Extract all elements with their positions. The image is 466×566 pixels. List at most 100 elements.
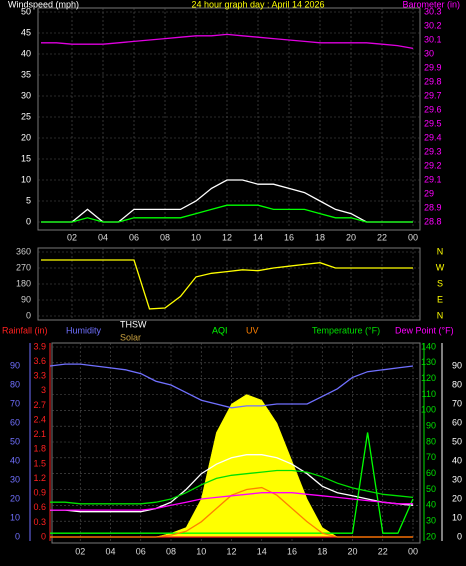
axis-label: Windspeed (mph)	[8, 0, 79, 9]
x-tick-label: 08	[166, 546, 176, 556]
y-tick-label: 28.9	[424, 202, 442, 212]
x-tick-label: 10	[196, 546, 206, 556]
y-tick-label: 20	[452, 493, 462, 503]
y-tick-label: 80	[426, 436, 436, 446]
series-line	[41, 259, 413, 310]
y-tick-label: 50	[426, 484, 436, 494]
series-line	[50, 492, 413, 511]
x-tick-label: 18	[317, 546, 327, 556]
legend-label: THSW	[120, 319, 147, 329]
y-tick-label: 60	[426, 468, 436, 478]
y-tick-label: 90	[10, 360, 20, 370]
x-tick-label: 12	[222, 232, 232, 242]
y-tick-label: 20	[21, 132, 31, 142]
y-tick-label: 0.3	[33, 517, 46, 527]
y-tick-label: 50	[10, 436, 20, 446]
x-tick-label: 16	[287, 546, 297, 556]
y-tick-label: N	[437, 246, 444, 256]
y-tick-label: 15	[21, 153, 31, 163]
y-tick-label: 3	[41, 385, 46, 395]
y-tick-label: 60	[452, 417, 462, 427]
y-tick-label: N	[437, 310, 444, 320]
x-tick-label: 02	[75, 546, 85, 556]
y-tick-label: 30.3	[424, 6, 442, 16]
y-tick-label: 3.6	[33, 356, 46, 366]
y-tick-label: E	[437, 294, 443, 304]
y-tick-label: 0	[41, 531, 46, 541]
y-tick-label: 29.1	[424, 174, 442, 184]
legend-label: Solar	[120, 332, 141, 342]
y-tick-label: 10	[10, 512, 20, 522]
series-line	[50, 469, 414, 505]
y-tick-label: 70	[10, 398, 20, 408]
y-tick-label: 40	[21, 48, 31, 58]
y-tick-label: 0.6	[33, 502, 46, 512]
y-tick-label: 20	[10, 493, 20, 503]
x-tick-label: 10	[191, 232, 201, 242]
y-tick-label: 1.8	[33, 444, 46, 454]
series-line	[49, 363, 414, 409]
y-tick-label: 90	[21, 294, 31, 304]
y-tick-label: 90	[452, 360, 462, 370]
series-line	[41, 204, 413, 223]
y-tick-label: 29.3	[424, 146, 442, 156]
x-tick-label: 16	[284, 232, 294, 242]
x-tick-label: 06	[136, 546, 146, 556]
y-tick-label: 80	[452, 379, 462, 389]
legend-label: AQI	[212, 325, 228, 335]
y-tick-label: 1.5	[33, 458, 46, 468]
y-tick-label: S	[437, 278, 443, 288]
y-tick-label: 3.3	[33, 371, 46, 381]
x-tick-label: 22	[378, 546, 388, 556]
y-tick-label: 35	[21, 69, 31, 79]
y-tick-label: 30	[452, 474, 462, 484]
legend-label: Rainfall (in)	[2, 325, 48, 335]
x-tick-label: 22	[377, 232, 387, 242]
series-line	[50, 432, 414, 534]
x-tick-label: 02	[67, 232, 77, 242]
y-tick-label: 2.1	[33, 429, 46, 439]
y-tick-label: 30	[21, 90, 31, 100]
y-tick-label: 29.5	[424, 118, 442, 128]
x-tick-label: 06	[129, 232, 139, 242]
y-tick-label: 2.4	[33, 414, 46, 424]
y-tick-label: 80	[10, 379, 20, 389]
y-tick-label: 10	[452, 512, 462, 522]
x-tick-label: 14	[257, 546, 267, 556]
chart-title: 24 hour graph day : April 14 2026	[191, 0, 324, 9]
x-tick-label: 20	[347, 546, 357, 556]
y-tick-label: 29.6	[424, 104, 442, 114]
x-tick-label: 14	[253, 232, 263, 242]
y-tick-label: 270	[16, 262, 31, 272]
x-tick-label: 04	[105, 546, 115, 556]
y-tick-label: 50	[21, 6, 31, 16]
y-tick-label: 70	[452, 398, 462, 408]
y-tick-label: W	[436, 262, 445, 272]
y-tick-label: 28.8	[424, 216, 442, 226]
series-line	[41, 33, 414, 50]
y-tick-label: 0	[15, 531, 20, 541]
y-tick-label: 29.2	[424, 160, 442, 170]
x-tick-label: 12	[226, 546, 236, 556]
y-tick-label: 3.9	[33, 341, 46, 351]
y-tick-label: 140	[421, 341, 436, 351]
y-tick-label: 360	[16, 246, 31, 256]
y-tick-label: 0	[457, 531, 462, 541]
y-tick-label: 29.4	[424, 132, 442, 142]
y-tick-label: 50	[452, 436, 462, 446]
y-tick-label: 180	[16, 278, 31, 288]
x-tick-label: 08	[160, 232, 170, 242]
y-tick-label: 70	[426, 452, 436, 462]
legend-label: UV	[246, 325, 259, 335]
y-tick-label: 29.8	[424, 76, 442, 86]
y-tick-label: 10	[21, 174, 31, 184]
axis-label: Barometer (in)	[402, 0, 460, 9]
y-tick-label: 30	[10, 474, 20, 484]
y-tick-label: 90	[426, 421, 436, 431]
x-tick-label: 04	[98, 232, 108, 242]
y-tick-label: 100	[421, 405, 436, 415]
y-tick-label: 60	[10, 417, 20, 427]
y-tick-label: 40	[426, 500, 436, 510]
y-tick-label: 40	[452, 455, 462, 465]
